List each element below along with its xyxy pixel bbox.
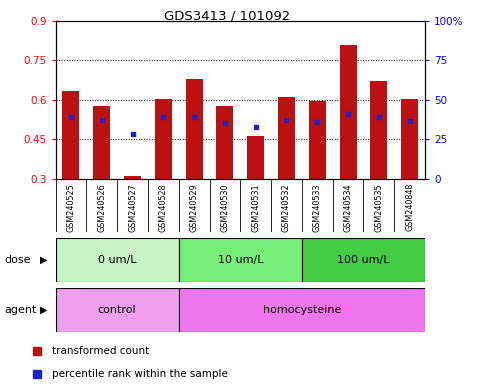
Text: GSM240526: GSM240526 <box>97 183 106 232</box>
Bar <box>56 288 179 332</box>
Text: percentile rank within the sample: percentile rank within the sample <box>53 369 228 379</box>
Text: transformed count: transformed count <box>53 346 150 356</box>
Text: 0 um/L: 0 um/L <box>98 255 136 265</box>
Bar <box>278 97 295 179</box>
Text: GSM240535: GSM240535 <box>374 183 384 232</box>
Bar <box>155 99 172 179</box>
Text: GDS3413 / 101092: GDS3413 / 101092 <box>164 10 290 23</box>
Bar <box>370 81 387 179</box>
Text: GSM240848: GSM240848 <box>405 183 414 232</box>
Text: GSM240533: GSM240533 <box>313 183 322 232</box>
Bar <box>340 45 356 179</box>
Text: agent: agent <box>5 305 37 315</box>
Text: homocysteine: homocysteine <box>263 305 341 315</box>
Text: GSM240529: GSM240529 <box>190 183 199 232</box>
Text: GSM240525: GSM240525 <box>67 183 75 232</box>
Text: control: control <box>98 305 136 315</box>
Bar <box>401 99 418 179</box>
Text: ▶: ▶ <box>40 305 47 315</box>
Text: GSM240527: GSM240527 <box>128 183 137 232</box>
Text: GSM240528: GSM240528 <box>159 183 168 232</box>
Text: GSM240531: GSM240531 <box>251 183 260 232</box>
Bar <box>56 238 179 282</box>
Bar <box>62 91 79 179</box>
Text: GSM240532: GSM240532 <box>282 183 291 232</box>
Bar <box>124 176 141 179</box>
Bar <box>93 106 110 179</box>
Text: 10 um/L: 10 um/L <box>217 255 263 265</box>
Bar <box>216 106 233 179</box>
Bar <box>179 238 302 282</box>
Text: ▶: ▶ <box>40 255 47 265</box>
Bar <box>309 101 326 179</box>
Bar <box>179 288 425 332</box>
Bar <box>247 136 264 179</box>
Text: GSM240530: GSM240530 <box>220 183 229 232</box>
Text: 100 um/L: 100 um/L <box>337 255 390 265</box>
Text: GSM240534: GSM240534 <box>343 183 353 232</box>
Text: dose: dose <box>5 255 31 265</box>
Bar <box>185 79 202 179</box>
Bar <box>302 238 425 282</box>
